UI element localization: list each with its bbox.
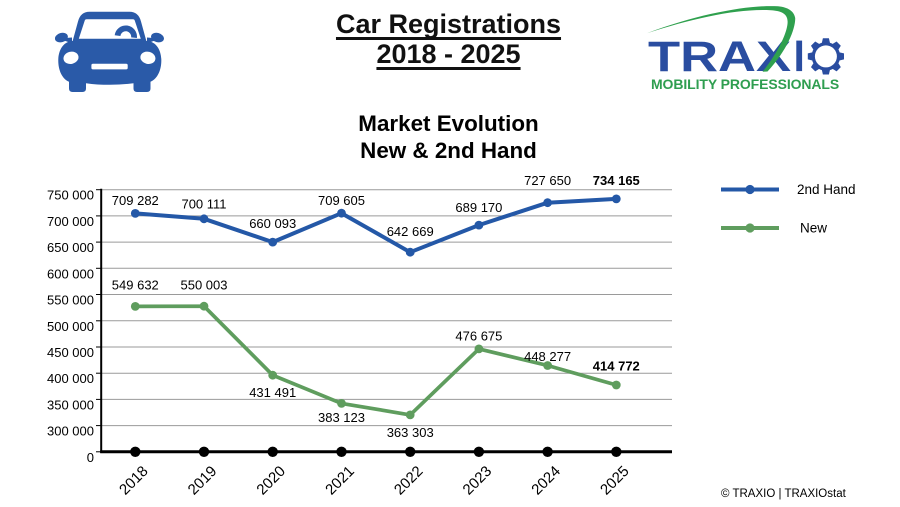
svg-text:2nd Hand: 2nd Hand — [797, 182, 856, 197]
svg-text:431 491: 431 491 — [249, 385, 296, 400]
svg-text:2021: 2021 — [322, 463, 358, 499]
svg-text:0: 0 — [87, 450, 94, 465]
svg-text:300 000: 300 000 — [47, 424, 94, 439]
svg-text:650 000: 650 000 — [47, 240, 94, 255]
svg-text:2020: 2020 — [253, 463, 289, 499]
svg-text:750 000: 750 000 — [47, 188, 94, 203]
svg-text:363 303: 363 303 — [387, 425, 434, 440]
svg-text:642 669: 642 669 — [387, 224, 434, 239]
svg-text:414 772: 414 772 — [593, 359, 640, 374]
svg-text:476 675: 476 675 — [455, 329, 502, 344]
svg-text:383 123: 383 123 — [318, 410, 365, 425]
svg-text:MOBILITY PROFESSIONALS: MOBILITY PROFESSIONALS — [651, 76, 839, 92]
svg-text:700 000: 700 000 — [47, 214, 94, 229]
svg-text:689 170: 689 170 — [455, 200, 502, 215]
svg-text:600 000: 600 000 — [47, 266, 94, 281]
svg-text:450 000: 450 000 — [47, 345, 94, 360]
svg-text:549 632: 549 632 — [112, 278, 159, 293]
svg-text:© TRAXIO | TRAXIOstat: © TRAXIO | TRAXIOstat — [721, 488, 847, 500]
svg-text:550 000: 550 000 — [47, 293, 94, 308]
svg-text:TRAX: TRAX — [648, 33, 792, 81]
svg-text:2022: 2022 — [391, 463, 427, 499]
svg-text:2018: 2018 — [116, 463, 152, 499]
svg-text:500 000: 500 000 — [47, 319, 94, 334]
svg-text:709 605: 709 605 — [318, 193, 365, 208]
svg-text:2023: 2023 — [460, 463, 496, 499]
svg-text:2025: 2025 — [597, 463, 633, 499]
svg-text:New: New — [800, 221, 827, 236]
svg-text:734 165: 734 165 — [593, 173, 640, 188]
svg-text:350 000: 350 000 — [47, 397, 94, 412]
svg-text:2019: 2019 — [185, 463, 221, 499]
svg-text:448 277: 448 277 — [524, 349, 571, 364]
svg-text:400 000: 400 000 — [47, 371, 94, 386]
svg-text:550 003: 550 003 — [181, 278, 228, 293]
svg-text:700 111: 700 111 — [181, 197, 226, 212]
svg-text:660 093: 660 093 — [249, 216, 296, 231]
svg-text:2024: 2024 — [528, 463, 564, 499]
svg-text:709 282: 709 282 — [112, 193, 159, 208]
svg-text:727 650: 727 650 — [524, 173, 571, 188]
